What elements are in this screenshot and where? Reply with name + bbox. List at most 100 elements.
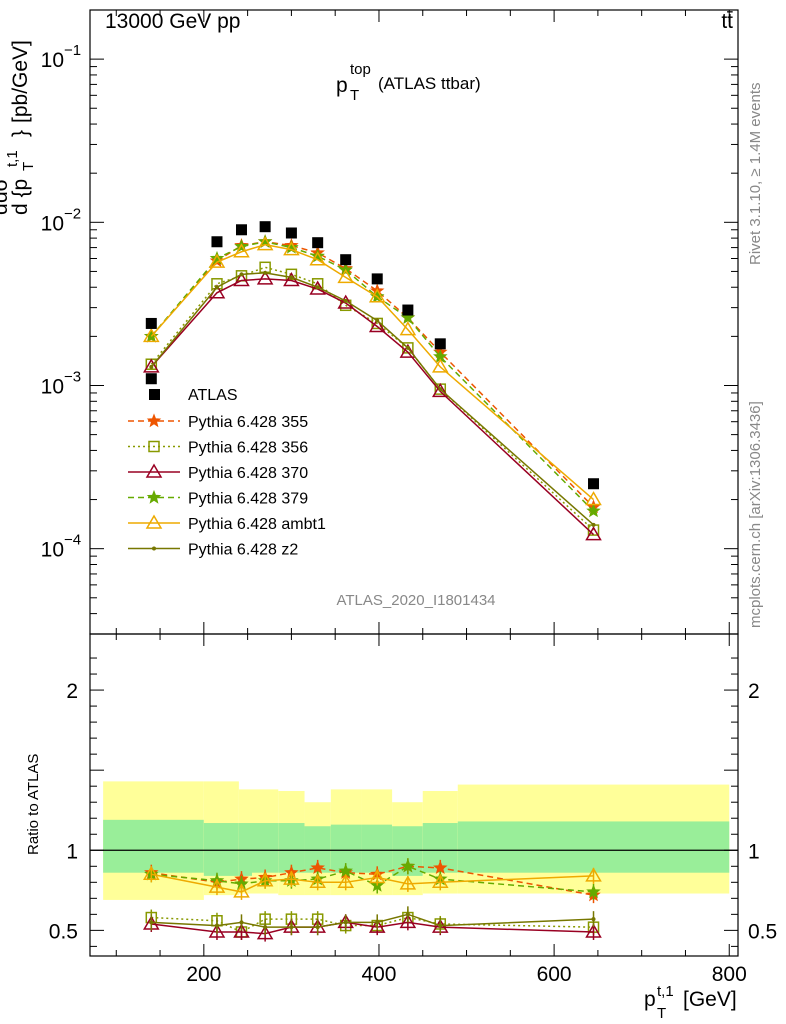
legend-marker [152, 546, 156, 551]
band-inner [252, 823, 279, 873]
svg-text:[GeV]: [GeV] [683, 988, 737, 1011]
series-line [151, 916, 594, 933]
series-point [337, 268, 355, 284]
series-point [214, 285, 219, 290]
ratio-series-ambt1 [142, 865, 602, 900]
svg-text:10: 10 [41, 375, 64, 398]
svg-text:d: d [0, 203, 12, 215]
series-point [438, 387, 443, 392]
data-point [434, 338, 446, 350]
x-tick-label: 400 [361, 963, 396, 986]
series-point [405, 912, 410, 917]
series-point [208, 253, 226, 268]
svg-text:}: } [9, 130, 32, 137]
svg-text:d {p: d {p [9, 179, 32, 215]
main-y-tick-label: 10 −1 [41, 42, 81, 72]
legend-label: Pythia 6.428 z2 [188, 542, 298, 559]
ratio-y-axis: 0.5 0.5 1 1 2 2 [49, 657, 777, 947]
series-line [150, 243, 595, 501]
series-point [263, 925, 268, 930]
series-point [405, 345, 410, 350]
main-y-tick-label: 10 −3 [41, 368, 81, 398]
data-point [211, 236, 223, 248]
analysis-label: ATLAS_2020_I1801434 [336, 592, 495, 609]
band-inner [203, 823, 239, 876]
series-point [315, 285, 320, 290]
series-point [591, 917, 596, 922]
legend-marker [145, 514, 163, 529]
series-point [142, 327, 160, 343]
data-point [340, 254, 352, 266]
header-process: tt̄ [721, 10, 733, 33]
mcplots-label: mcplots.cern.ch [arXiv:1306.3436] [747, 401, 764, 628]
series-point [315, 925, 320, 930]
data-point [371, 273, 383, 285]
series-point [585, 923, 602, 938]
legend-marker [149, 389, 160, 400]
series-line [151, 865, 594, 893]
series-point [283, 241, 300, 256]
band-inner [103, 819, 204, 873]
data-point [312, 237, 324, 249]
series-point [431, 873, 449, 889]
series-point [208, 923, 226, 938]
series-point [375, 318, 380, 323]
main-series-p379 [144, 234, 601, 518]
series-point [214, 923, 219, 928]
series-point [433, 860, 448, 874]
ratio-y-axis-label: Ratio to ATLAS [25, 754, 42, 855]
data-point [145, 317, 157, 329]
data-point [259, 221, 271, 233]
series-point [586, 503, 601, 518]
series-point [283, 870, 300, 885]
series-point [343, 920, 348, 925]
svg-text:p: p [644, 988, 656, 1011]
svg-text:−4: −4 [64, 532, 81, 549]
svg-text:10: 10 [41, 539, 64, 562]
svg-text:T: T [657, 1005, 666, 1022]
series-point [591, 522, 596, 527]
data-point [235, 224, 247, 236]
series-point [585, 867, 602, 882]
svg-text:10: 10 [41, 212, 64, 235]
main-series-z2 [149, 270, 596, 527]
series-point [431, 358, 449, 373]
series-point [309, 251, 326, 266]
series-point [208, 878, 226, 893]
ratio-y-tick-label: 1 [748, 840, 760, 863]
series-point [438, 923, 443, 928]
legend-marker [146, 489, 162, 504]
ratio-series-p370 [142, 913, 602, 942]
series-point [239, 920, 244, 925]
series-point [256, 270, 274, 285]
band-inner [361, 824, 393, 873]
x-axis-label: p T t,1 [GeV] [644, 983, 737, 1022]
series-point [256, 925, 274, 940]
series-point [239, 272, 244, 277]
series-point [283, 272, 300, 287]
svg-text:T: T [20, 162, 37, 171]
series-line [150, 240, 595, 512]
series-point [310, 860, 325, 874]
series-point [343, 298, 348, 303]
x-tick-label: 200 [186, 963, 221, 986]
data-series-atlas [145, 221, 600, 490]
legend: ATLAS Pythia 6.428 355 Pythia 6.428 356 Pyt… [128, 387, 326, 559]
series-point [337, 873, 355, 889]
series-point [375, 920, 380, 925]
series-point [233, 272, 250, 287]
series-point [368, 869, 386, 884]
series-point [368, 317, 386, 333]
series-point [368, 918, 386, 933]
series-point [263, 270, 268, 275]
legend-label: Pythia 6.428 ambt1 [188, 516, 326, 533]
series-point [585, 526, 602, 541]
band-inner [457, 821, 730, 873]
data-point [402, 304, 414, 316]
svg-text:t,1: t,1 [4, 150, 21, 167]
series-point [142, 865, 160, 881]
ratio-y-tick-label: 1 [66, 840, 78, 863]
legend-label: Pythia 6.428 356 [188, 440, 308, 457]
main-y-axis-label: d {p T t,1 } [pb/GeV] dσ fid d [0, 40, 37, 215]
series-point [400, 858, 416, 873]
